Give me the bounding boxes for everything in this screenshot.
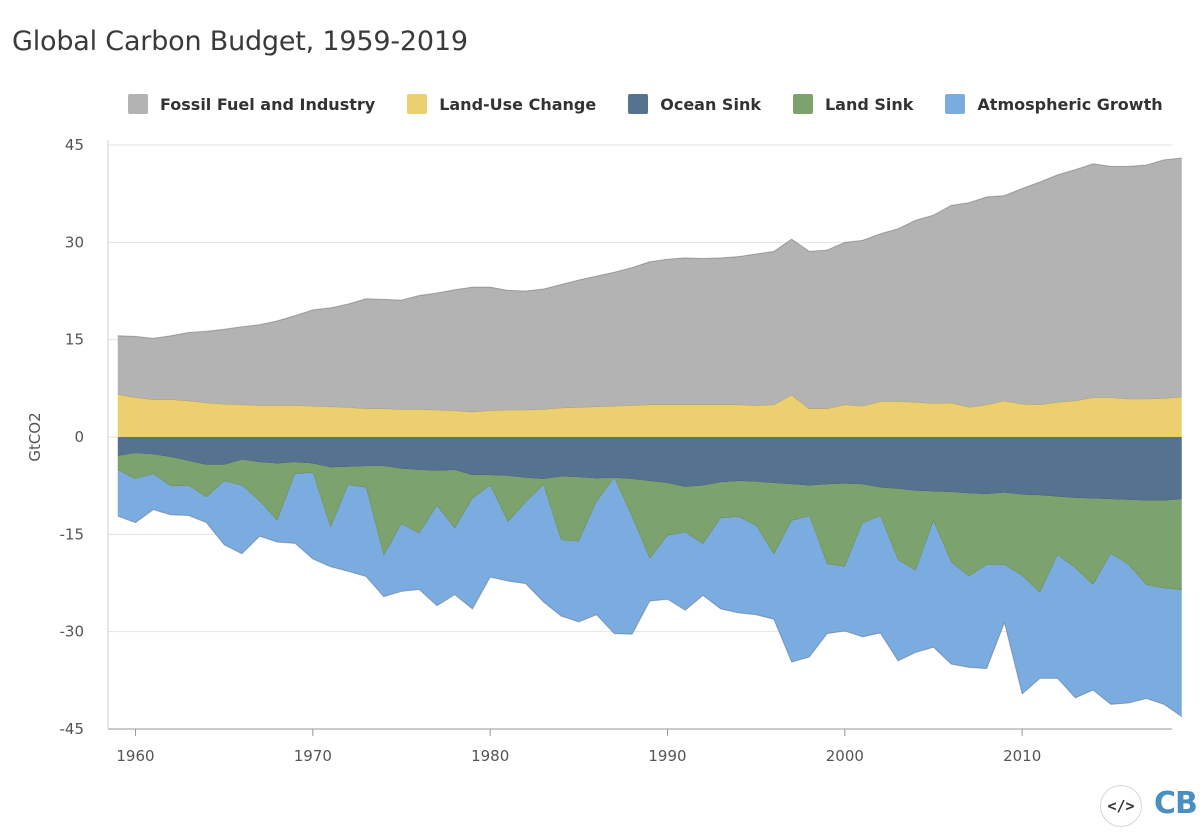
y-tick-label: -15 <box>60 525 85 543</box>
x-tick-label: 1970 <box>294 747 332 765</box>
area-land-use-change <box>117 394 1182 437</box>
x-tick-label: 1980 <box>471 747 509 765</box>
x-tick-label: 2000 <box>826 747 864 765</box>
embed-code-button[interactable]: </> <box>1100 785 1142 827</box>
legend-swatch <box>407 94 428 114</box>
y-axis-label: GtCO2 <box>26 412 44 461</box>
y-tick-label: -30 <box>60 623 85 641</box>
legend: Fossil Fuel and Industry Land-Use Change O… <box>128 94 1195 114</box>
legend-item: Land Sink <box>792 94 914 114</box>
area-atmospheric-growth <box>117 470 1182 717</box>
x-tick-label: 1990 <box>648 747 686 765</box>
y-tick-label: 0 <box>74 428 84 446</box>
x-tick-label: 1960 <box>116 747 154 765</box>
x-tick-label: 2010 <box>1003 747 1041 765</box>
area-edge <box>117 509 1183 718</box>
carbon-brief-logo: CB <box>1154 786 1198 821</box>
legend-label: Land-Use Change <box>439 94 597 114</box>
legend-label: Land Sink <box>824 94 914 114</box>
area-ocean-sink <box>117 437 1182 501</box>
legend-item: Atmospheric Growth <box>945 94 1163 114</box>
legend-swatch <box>628 94 649 114</box>
legend-item: Ocean Sink <box>628 94 761 114</box>
embed-code-icon: </> <box>1107 797 1135 815</box>
y-tick-label: -45 <box>60 720 85 738</box>
area-land-sink <box>117 453 1182 593</box>
legend-label: Fossil Fuel and Industry <box>160 94 376 114</box>
area-fossil-fuel-and-industry <box>117 157 1182 412</box>
legend-swatch <box>792 94 813 114</box>
legend-swatch <box>128 94 148 114</box>
y-tick-label: 45 <box>65 136 84 154</box>
y-tick-label: 30 <box>65 233 84 251</box>
legend-label: Atmospheric Growth <box>977 94 1163 114</box>
legend-item: Fossil Fuel and Industry <box>128 94 375 114</box>
legend-swatch <box>945 94 966 114</box>
legend-label: Ocean Sink <box>660 94 761 114</box>
axes: 45 30 15 0 -15 -30 -45 1960 1970 1980 1990 2000 2010 <box>60 136 1172 765</box>
series-areas <box>117 157 1183 718</box>
legend-item: Land-Use Change <box>407 94 596 114</box>
area-edge <box>117 157 1182 339</box>
y-tick-label: 15 <box>65 331 84 349</box>
chart-title: Global Carbon Budget, 1959-2019 <box>12 26 468 57</box>
